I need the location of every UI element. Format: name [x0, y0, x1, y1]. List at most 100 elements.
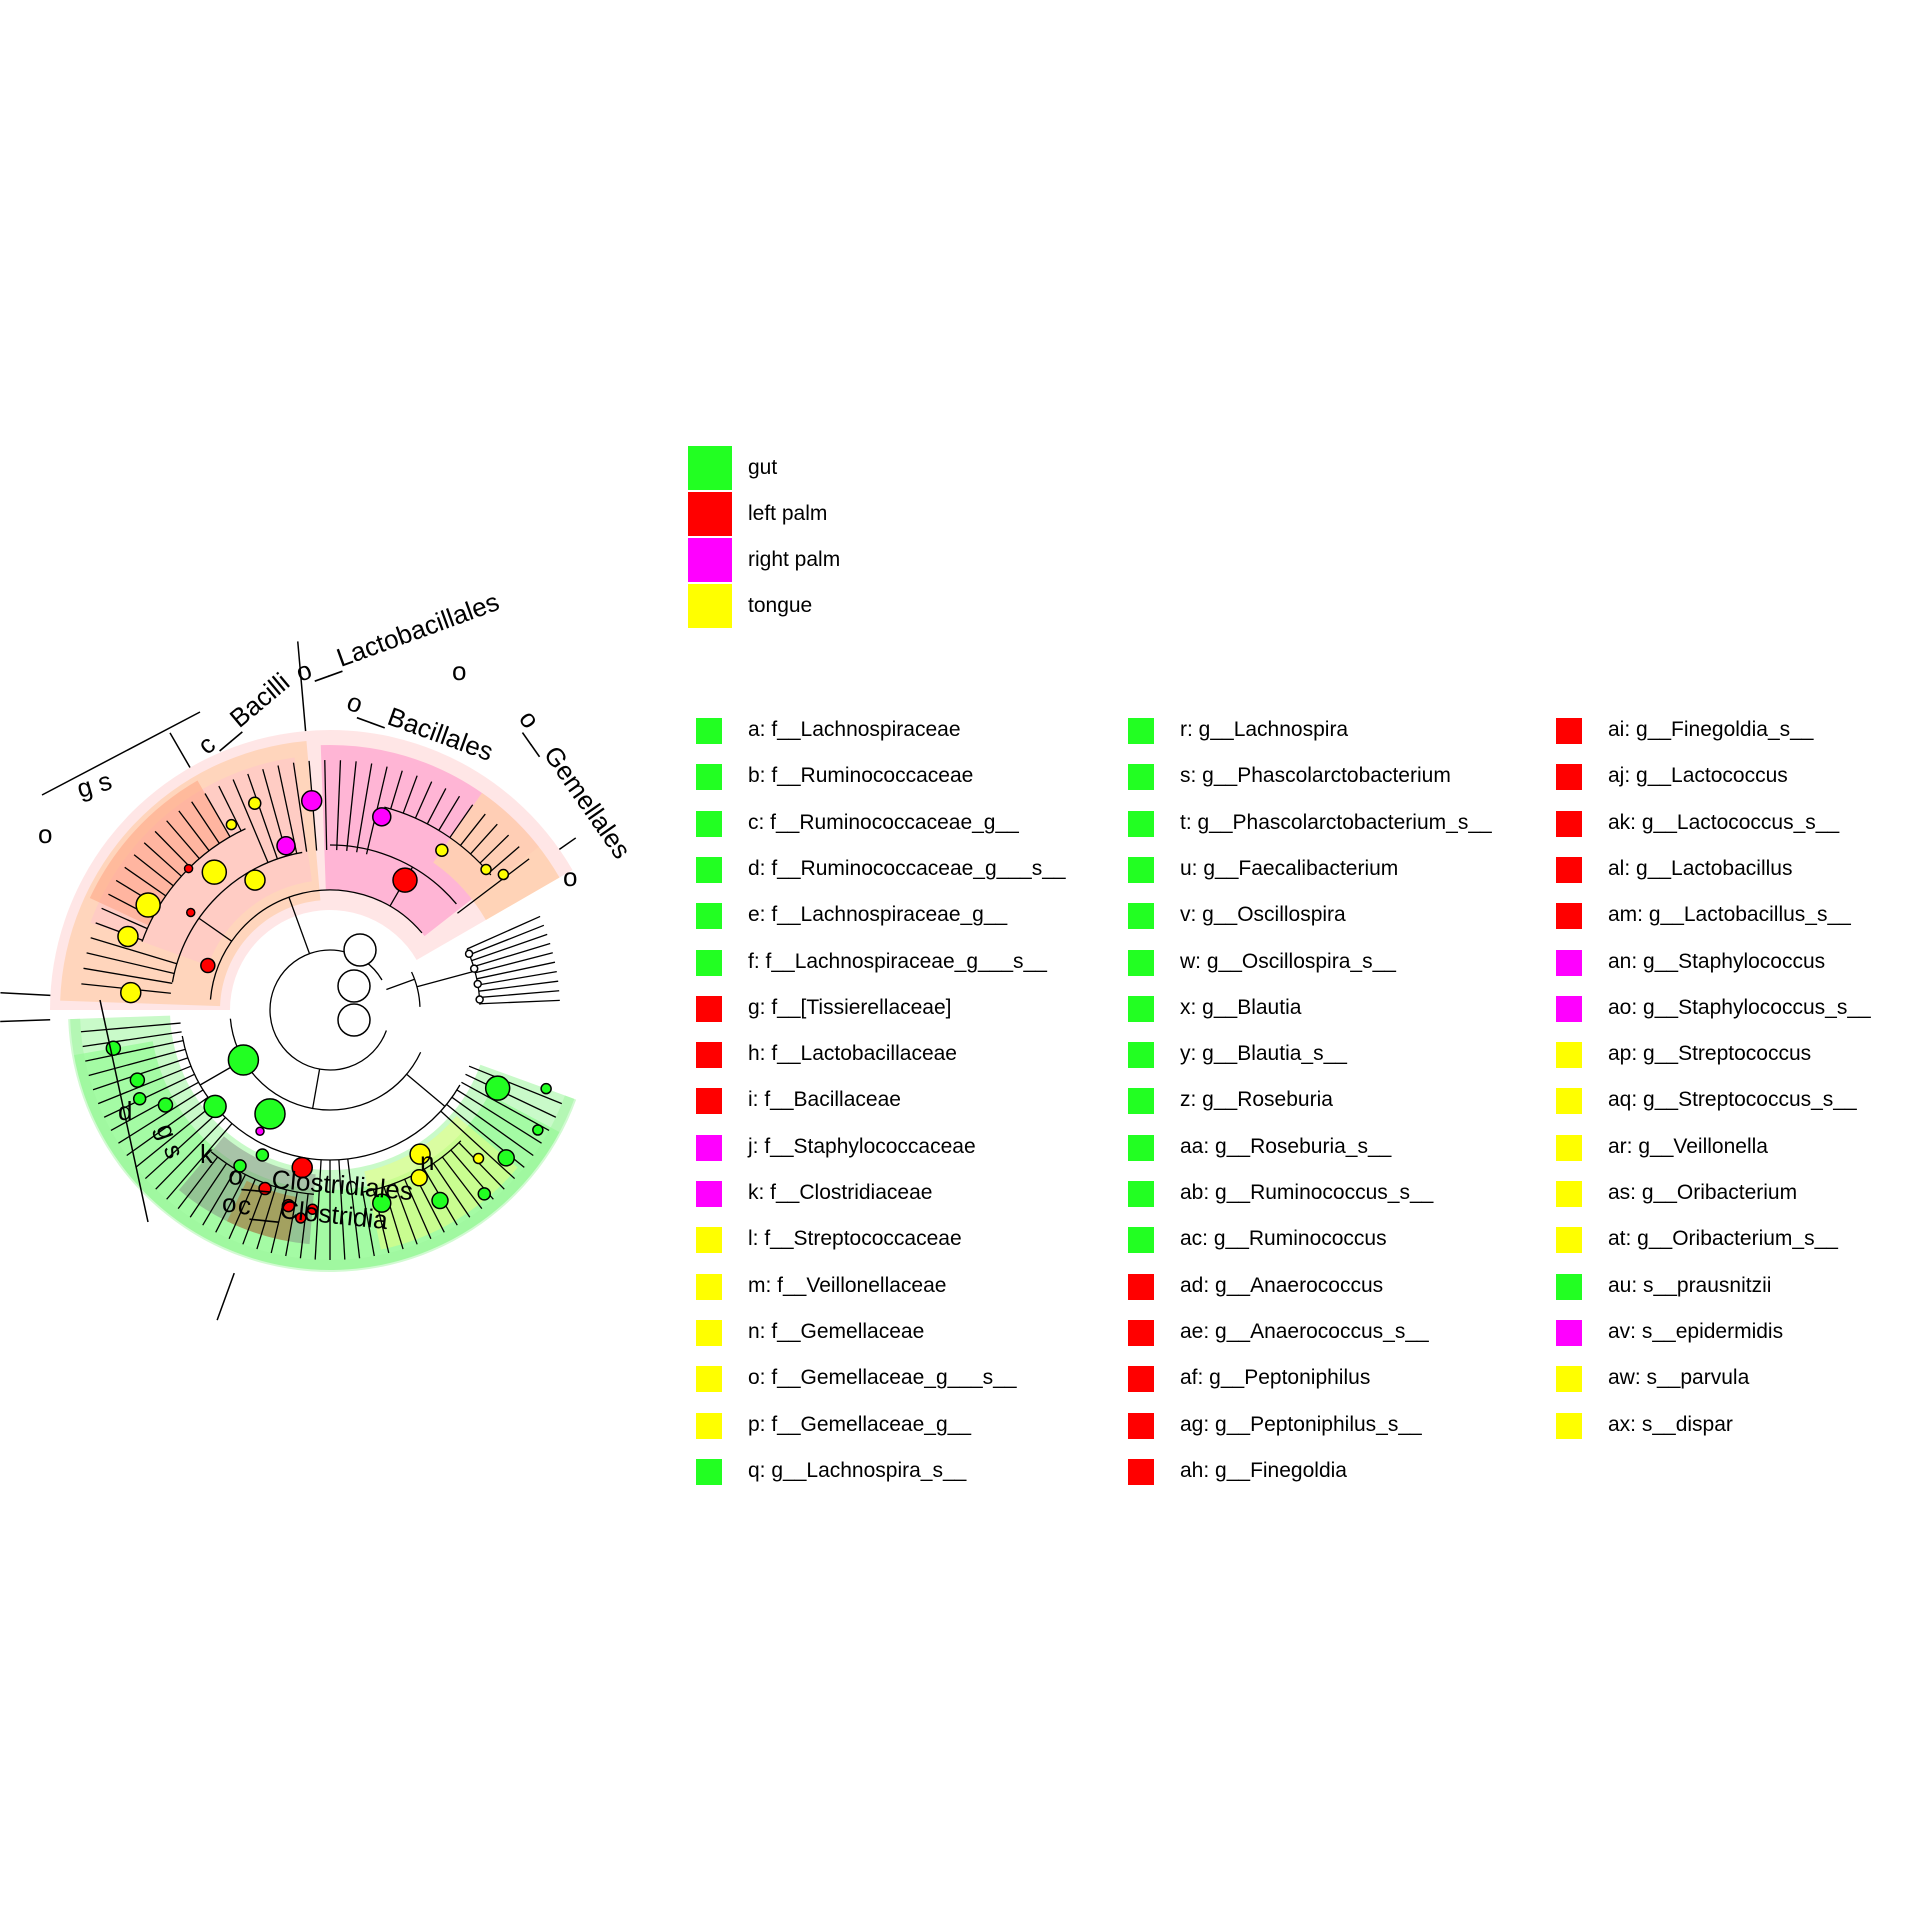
abbreviation-label: q: g__Lachnospira_s__ [748, 1458, 967, 1482]
cladogram-node [233, 1159, 247, 1173]
cladogram-node [480, 863, 492, 876]
abbreviation-swatch [1556, 764, 1582, 791]
branch-arc [210, 1151, 314, 1195]
branch-line [126, 1096, 209, 1157]
branch-line [471, 933, 548, 962]
abbreviation-swatch [1128, 903, 1154, 930]
abbreviation-swatch [1128, 1181, 1154, 1207]
abbreviation-swatch [1556, 903, 1582, 930]
branch-line [189, 1163, 228, 1218]
abbreviation-swatch [1128, 718, 1154, 744]
cladogram-node [300, 790, 323, 812]
abbreviation-label: e: f__Lachnospiraceae_g__ [748, 903, 1008, 927]
abbreviation-swatch [1128, 995, 1154, 1022]
cladogram-node [372, 1193, 392, 1213]
cladogram-node [258, 1181, 272, 1196]
cladogram-node [120, 981, 142, 1004]
abbreviation-label: s: g__Phascolarctobacterium [1180, 764, 1451, 788]
abbreviation-label: u: g__Faecalibacterium [1180, 856, 1399, 880]
abbreviation-swatch [696, 1088, 722, 1115]
abbreviation-swatch [1128, 1458, 1154, 1485]
abbreviation-swatch [1556, 856, 1582, 883]
abbreviation-label: o: f__Gemellaceae_g___s__ [748, 1366, 1017, 1390]
abbreviation-swatch [1556, 1366, 1582, 1393]
outer-clade-line [99, 999, 149, 1223]
cladogram-node [255, 1148, 270, 1162]
cladogram-node [392, 867, 418, 893]
clade-label-o-left: o [38, 819, 52, 849]
branch-line [479, 999, 560, 1005]
branch-line [285, 1191, 298, 1257]
branch-line [416, 970, 476, 988]
branch-line [406, 1073, 446, 1107]
cladogram-node [254, 1098, 286, 1130]
cladogram-node [469, 964, 479, 973]
abbreviation-label: aq: g__Streptococcus_s__ [1608, 1088, 1857, 1112]
branch-line [390, 770, 403, 810]
outer-clade-line [297, 641, 307, 732]
branch-line [461, 1081, 550, 1132]
clade-label-o-bottom: o [222, 1188, 236, 1218]
abbreviation-label: r: g__Lachnospira [1180, 718, 1349, 741]
abbreviation-swatch [1556, 718, 1582, 744]
branch-line [402, 775, 418, 814]
branch-line [292, 762, 308, 852]
abbreviation-label: h: f__Lactobacillaceae [748, 1042, 957, 1066]
cladogram-node [281, 1198, 296, 1213]
outer-clade-line [216, 1272, 235, 1321]
abbreviation-swatch [1128, 1412, 1154, 1439]
branch-line [441, 1156, 483, 1209]
abbreviation-swatch [696, 764, 722, 791]
branch-line [85, 1040, 184, 1062]
abbreviation-swatch [696, 1366, 722, 1393]
clade-label-o-right: o [563, 862, 577, 892]
abbreviation-swatch [696, 949, 722, 976]
branch-line [346, 761, 357, 851]
branch-line [466, 915, 541, 950]
cladogram-node [435, 843, 449, 858]
abbreviation-label: v: g__Oscillospira [1180, 903, 1346, 927]
cladogram-nodes [105, 790, 552, 1224]
abbreviation-label: j: f__Staphylococcaceae [748, 1134, 976, 1158]
cladogram-node [484, 1075, 511, 1101]
branch-line [166, 1123, 233, 1200]
abbreviation-label: g: f__[Tissierellaceae] [748, 995, 952, 1019]
abbreviation-swatch [696, 1412, 722, 1439]
abbreviation-label: aj: g__Lactococcus [1608, 764, 1788, 788]
branch-line [299, 1193, 309, 1259]
abbreviation-label: l: f__Streptococcaceae [748, 1227, 962, 1251]
outer-clade-line [558, 837, 577, 851]
cladogram-node [472, 1152, 485, 1165]
abbreviation-label: ae: g__Anaerococcus_s__ [1180, 1319, 1429, 1343]
branch-line [475, 952, 553, 974]
cladogram-node [473, 979, 482, 989]
cladogram-node [497, 868, 510, 881]
abbreviation-label: ak: g__Lactococcus_s__ [1608, 810, 1840, 834]
branch-line [82, 1031, 182, 1048]
abbreviation-swatch [1128, 949, 1154, 976]
abbreviation-label: au: s__prausnitzii [1608, 1273, 1772, 1297]
abbreviation-label: x: g__Blautia [1180, 995, 1302, 1019]
abbreviation-swatch [696, 1134, 722, 1161]
branch-line [155, 1117, 226, 1190]
branch-line [103, 1073, 195, 1118]
cladogram-node [227, 1044, 260, 1076]
branch-line [90, 937, 178, 965]
outer-clade-line [0, 1019, 51, 1023]
branch-line [477, 971, 557, 986]
abbreviation-swatch [1128, 1134, 1154, 1161]
abbreviation-swatch [1128, 1366, 1154, 1393]
abbreviation-swatch [1556, 1088, 1582, 1115]
clade-label-d: d [118, 1096, 132, 1126]
abbreviation-swatch [1556, 1319, 1582, 1346]
abbreviation-swatch [1128, 1319, 1154, 1346]
cladogram-node [225, 818, 238, 831]
branch-line [458, 1142, 505, 1190]
abbreviation-label: ap: g__Streptococcus [1608, 1042, 1812, 1066]
abbreviation-swatch [1556, 1412, 1582, 1439]
abbreviation-label: ao: g__Staphylococcus_s__ [1608, 995, 1871, 1019]
branch-line [247, 773, 278, 860]
abbreviation-label: t: g__Phascolarctobacterium_s__ [1180, 810, 1492, 834]
outer-clade-lines [0, 641, 577, 1321]
